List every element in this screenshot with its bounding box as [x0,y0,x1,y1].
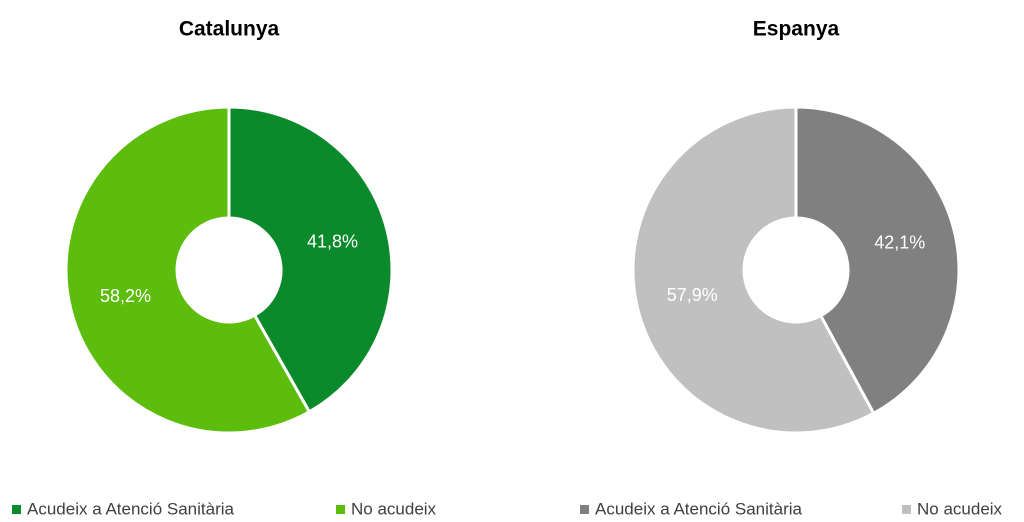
legend-marker [12,505,21,514]
data-label: 57,9% [667,285,718,305]
legend-label: No acudeix [917,499,1003,518]
data-label: 58,2% [100,286,151,306]
legend-marker [902,505,911,514]
legend-label: No acudeix [351,499,437,518]
data-label: 42,1% [874,232,925,252]
donut-slice [794,105,961,416]
legend-label: Acudeix a Atenció Sanitària [595,499,803,518]
legend-label: Acudeix a Atenció Sanitària [27,499,235,518]
chart-title: Catalunya [179,18,280,41]
donut-slice [227,105,394,414]
legend-marker [336,505,345,514]
chart-title: Espanya [753,18,840,41]
donut-slice [631,105,876,435]
donut-slice [64,105,312,435]
data-label: 41,8% [307,231,358,251]
legend-marker [580,505,589,514]
